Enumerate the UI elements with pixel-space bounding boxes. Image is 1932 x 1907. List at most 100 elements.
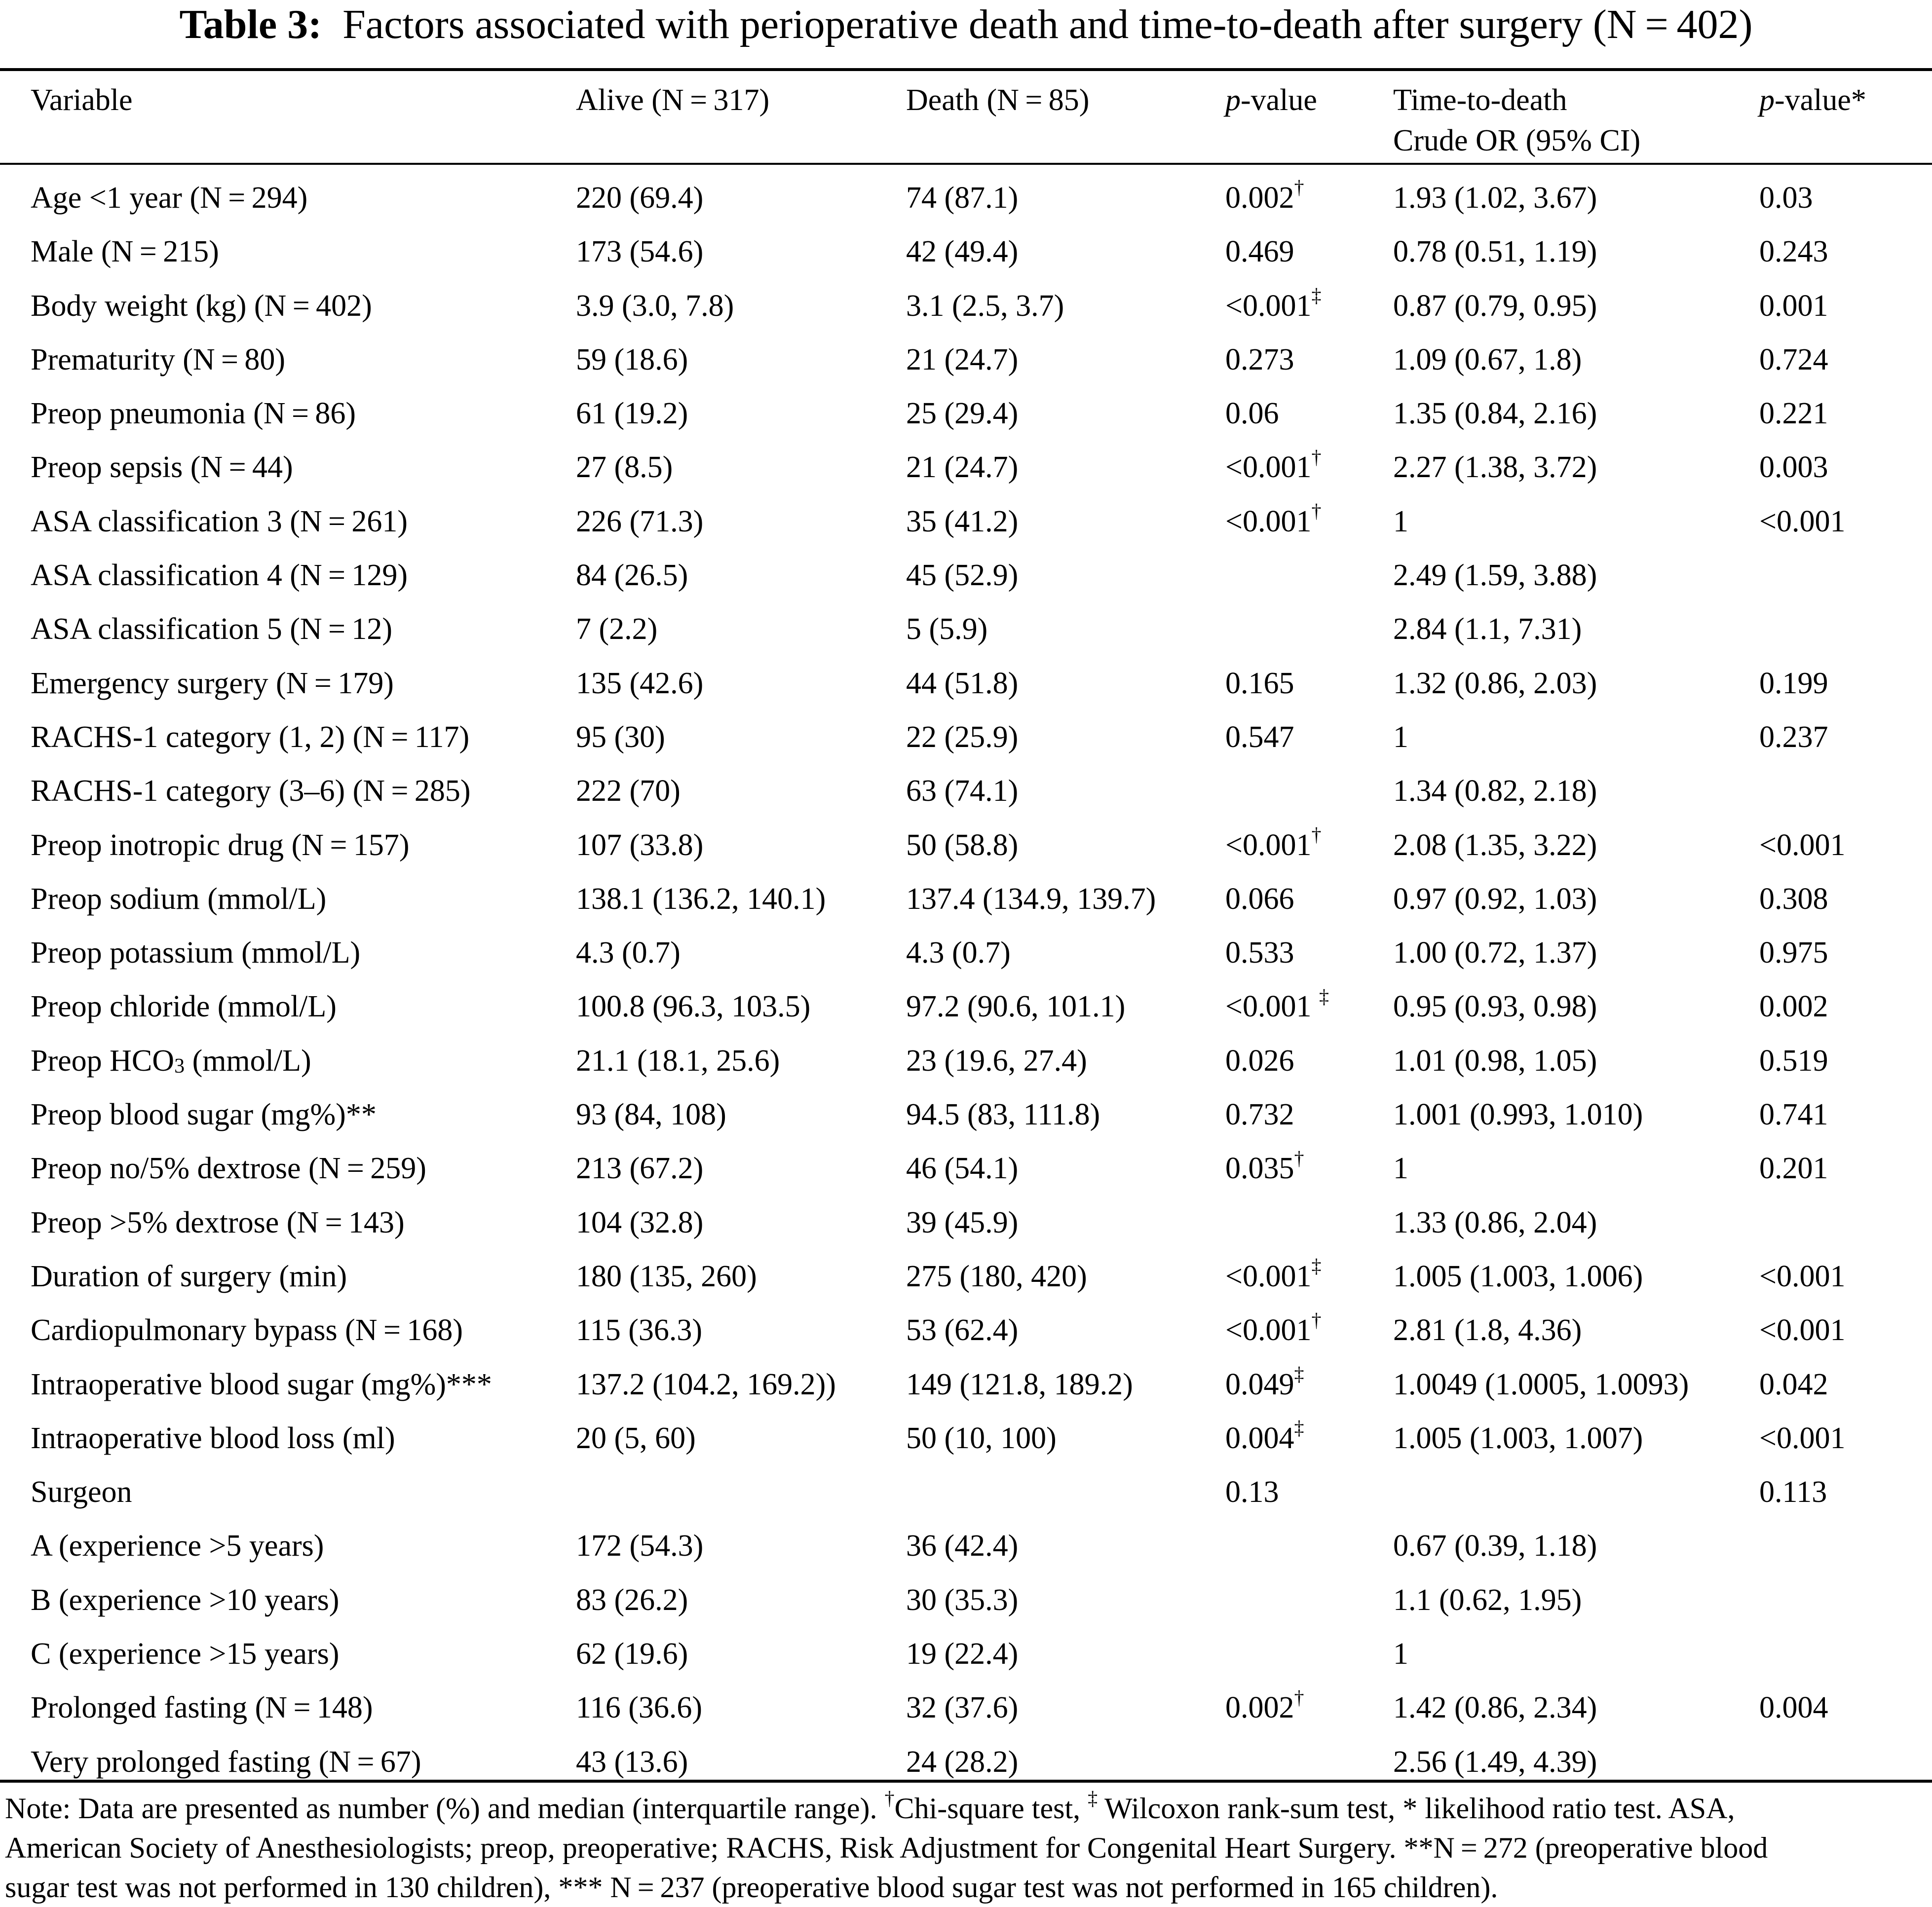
pvalue-lrt-cell: 0.741 <box>1759 1098 1828 1132</box>
table-row: Intraoperative blood sugar (mg%)*** 137.2… <box>0 1358 1932 1412</box>
variable-cell: RACHS-1 category (1, 2) (N = 117) <box>31 720 470 754</box>
pvalue-cell: 0.469 <box>1225 235 1294 269</box>
top-rule <box>0 68 1932 71</box>
alive-cell: 83 (26.2) <box>576 1583 688 1617</box>
alive-cell: 104 (32.8) <box>576 1205 704 1239</box>
alive-cell: 59 (18.6) <box>576 342 688 376</box>
pvalue-lrt-cell: 0.201 <box>1759 1152 1828 1186</box>
odds-ratio-cell: 1.01 (0.98, 1.05) <box>1393 1044 1597 1078</box>
death-cell: 137.4 (134.9, 139.7) <box>906 882 1156 916</box>
pvalue-lrt-cell: <0.001 <box>1759 1421 1846 1455</box>
alive-cell: 116 (36.6) <box>576 1691 702 1725</box>
death-cell: 21 (24.7) <box>906 342 1019 376</box>
odds-ratio-cell: 2.49 (1.59, 3.88) <box>1393 559 1597 593</box>
death-cell: 5 (5.9) <box>906 612 988 646</box>
odds-ratio-cell: 1.42 (0.86, 2.34) <box>1393 1691 1597 1725</box>
alive-cell: 220 (69.4) <box>576 181 704 215</box>
death-cell: 74 (87.1) <box>906 181 1019 215</box>
variable-cell: C (experience >15 years) <box>31 1637 340 1671</box>
header-variable: Variable <box>31 83 133 117</box>
table-row: Preop potassium (mmol/L) 4.3 (0.7) 4.3 (0.… <box>0 926 1932 980</box>
odds-ratio-cell: 1.0049 (1.0005, 1.0093) <box>1393 1367 1689 1401</box>
variable-cell: Preop chloride (mmol/L) <box>31 990 337 1024</box>
odds-ratio-cell: 1.005 (1.003, 1.006) <box>1393 1259 1643 1293</box>
table-row: C (experience >15 years) 62 (19.6) 19 (22.… <box>0 1627 1932 1681</box>
variable-cell: Surgeon <box>31 1475 132 1509</box>
pvalue-lrt-cell: 0.221 <box>1759 397 1828 431</box>
variable-cell: Intraoperative blood loss (ml) <box>31 1421 395 1455</box>
death-cell: 46 (54.1) <box>906 1152 1019 1186</box>
pvalue-cell: 0.06 <box>1225 397 1279 431</box>
odds-ratio-cell: 1.09 (0.67, 1.8) <box>1393 342 1582 376</box>
death-cell: 63 (74.1) <box>906 774 1019 808</box>
note-line-3: sugar test was not performed in 130 chil… <box>5 1871 1498 1904</box>
death-cell: 25 (29.4) <box>906 397 1019 431</box>
alive-cell: 93 (84, 108) <box>576 1098 726 1132</box>
variable-cell: B (experience >10 years) <box>31 1583 340 1617</box>
pvalue-lrt-cell: <0.001 <box>1759 1313 1846 1347</box>
death-cell: 4.3 (0.7) <box>906 936 1011 970</box>
table-row: Preop chloride (mmol/L) 100.8 (96.3, 103.… <box>0 980 1932 1034</box>
death-cell: 30 (35.3) <box>906 1583 1019 1617</box>
table-row: Preop no/5% dextrose (N = 259) 213 (67.2)… <box>0 1142 1932 1196</box>
variable-cell: Preop inotropic drug (N = 157) <box>31 828 410 862</box>
header-time-to-death: Time-to-death Crude OR (95% CI) <box>1393 83 1641 157</box>
alive-cell: 100.8 (96.3, 103.5) <box>576 990 811 1024</box>
variable-cell: Prematurity (N = 80) <box>31 342 286 376</box>
alive-cell: 226 (71.3) <box>576 504 704 538</box>
odds-ratio-cell: 1.001 (0.993, 1.010) <box>1393 1098 1643 1132</box>
table-row: RACHS-1 category (1, 2) (N = 117) 95 (30)… <box>0 710 1932 764</box>
pvalue-cell: 0.066 <box>1225 882 1294 916</box>
table-label: Table 3: <box>179 1 322 47</box>
variable-cell: Preop blood sugar (mg%)** <box>31 1098 377 1132</box>
table-row: Prolonged fasting (N = 148) 116 (36.6) 32 … <box>0 1681 1932 1735</box>
variable-cell: Age <1 year (N = 294) <box>31 181 308 215</box>
pvalue-lrt-cell: <0.001 <box>1759 828 1846 862</box>
odds-ratio-cell: 1 <box>1393 720 1408 754</box>
table-row: Surgeon 0.13 0.113 <box>0 1465 1932 1519</box>
alive-cell: 3.9 (3.0, 7.8) <box>576 289 734 323</box>
death-cell: 50 (58.8) <box>906 828 1019 862</box>
pvalue-cell: 0.13 <box>1225 1475 1279 1509</box>
odds-ratio-cell: 0.97 (0.92, 1.03) <box>1393 882 1597 916</box>
death-cell: 39 (45.9) <box>906 1205 1019 1239</box>
table-row: Duration of surgery (min) 180 (135, 260) 2… <box>0 1250 1932 1304</box>
pvalue-lrt-cell: 0.724 <box>1759 342 1828 376</box>
pvalue-cell: 0.547 <box>1225 720 1294 754</box>
odds-ratio-cell: 1.005 (1.003, 1.007) <box>1393 1421 1643 1455</box>
death-cell: 23 (19.6, 27.4) <box>906 1044 1087 1078</box>
odds-ratio-cell: 1 <box>1393 1152 1408 1186</box>
odds-ratio-cell: 2.08 (1.35, 3.22) <box>1393 828 1597 862</box>
table-row: B (experience >10 years) 83 (26.2) 30 (35.… <box>0 1573 1932 1627</box>
alive-cell: 107 (33.8) <box>576 828 704 862</box>
pvalue-cell: <0.001‡ <box>1225 1255 1322 1293</box>
odds-ratio-cell: 0.67 (0.39, 1.18) <box>1393 1529 1597 1563</box>
pvalue-cell: 0.002† <box>1225 1686 1304 1725</box>
variable-cell: Emergency surgery (N = 179) <box>31 666 394 700</box>
pvalue-cell: 0.533 <box>1225 936 1294 970</box>
alive-cell: 222 (70) <box>576 774 681 808</box>
alive-cell: 172 (54.3) <box>576 1529 704 1563</box>
table-row: Body weight (kg) (N = 402) 3.9 (3.0, 7.8)… <box>0 279 1932 333</box>
table-row: Preop blood sugar (mg%)** 93 (84, 108) 94.… <box>0 1088 1932 1142</box>
alive-cell: 173 (54.6) <box>576 235 704 269</box>
odds-ratio-cell: 2.81 (1.8, 4.36) <box>1393 1313 1582 1347</box>
note-line-1: Note: Data are presented as number (%) a… <box>5 1787 1735 1825</box>
table-title: Table 3: Factors associated with periope… <box>0 0 1932 59</box>
odds-ratio-cell: 1.33 (0.86, 2.04) <box>1393 1205 1597 1239</box>
table-row: Preop HCO3 (mmol/L) 21.1 (18.1, 25.6) 23 (… <box>0 1034 1932 1088</box>
pvalue-lrt-cell: 0.001 <box>1759 289 1828 323</box>
pvalue-cell: <0.001‡ <box>1225 284 1322 323</box>
death-cell: 50 (10, 100) <box>906 1421 1057 1455</box>
variable-cell: ASA classification 4 (N = 129) <box>31 559 408 593</box>
death-cell: 35 (41.2) <box>906 504 1019 538</box>
death-cell: 275 (180, 420) <box>906 1259 1087 1293</box>
odds-ratio-cell: 1.00 (0.72, 1.37) <box>1393 936 1597 970</box>
odds-ratio-cell: 1.1 (0.62, 1.95) <box>1393 1583 1582 1617</box>
pvalue-cell: 0.002† <box>1225 176 1304 215</box>
pvalue-lrt-cell: 0.243 <box>1759 235 1828 269</box>
pvalue-cell: <0.001† <box>1225 1309 1322 1347</box>
table-row: ASA classification 4 (N = 129) 84 (26.5) 4… <box>0 549 1932 602</box>
alive-cell: 27 (8.5) <box>576 450 673 485</box>
pvalue-cell: <0.001† <box>1225 446 1322 485</box>
